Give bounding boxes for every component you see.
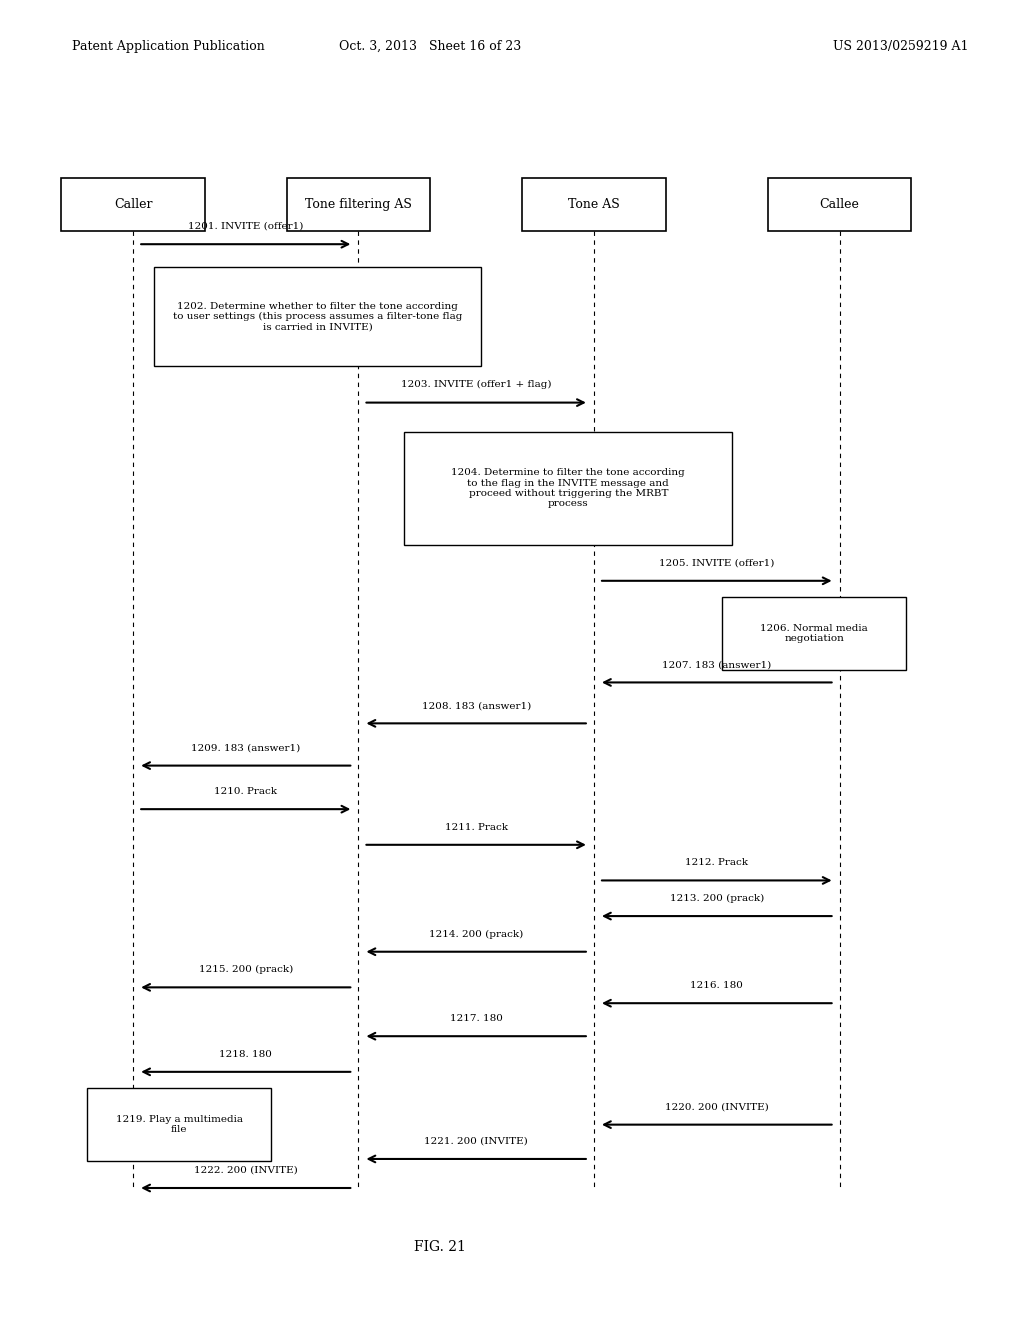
FancyBboxPatch shape xyxy=(287,178,430,231)
Text: Oct. 3, 2013   Sheet 16 of 23: Oct. 3, 2013 Sheet 16 of 23 xyxy=(339,40,521,53)
Text: 1213. 200 (prack): 1213. 200 (prack) xyxy=(670,894,764,903)
FancyBboxPatch shape xyxy=(154,267,481,366)
Text: 1202. Determine whether to filter the tone according
to user settings (this proc: 1202. Determine whether to filter the to… xyxy=(173,302,462,331)
Text: 1204. Determine to filter the tone according
to the flag in the INVITE message a: 1204. Determine to filter the tone accor… xyxy=(452,469,685,508)
Text: 1212. Prack: 1212. Prack xyxy=(685,858,749,867)
Text: 1210. Prack: 1210. Prack xyxy=(214,787,278,796)
FancyBboxPatch shape xyxy=(522,178,666,231)
Text: 1222. 200 (INVITE): 1222. 200 (INVITE) xyxy=(194,1166,298,1175)
Text: 1219. Play a multimedia
file: 1219. Play a multimedia file xyxy=(116,1115,243,1134)
Text: 1216. 180: 1216. 180 xyxy=(690,981,743,990)
Text: 1203. INVITE (offer1 + flag): 1203. INVITE (offer1 + flag) xyxy=(401,380,551,389)
Text: 1205. INVITE (offer1): 1205. INVITE (offer1) xyxy=(659,558,774,568)
Text: 1221. 200 (INVITE): 1221. 200 (INVITE) xyxy=(424,1137,528,1146)
FancyBboxPatch shape xyxy=(61,178,205,231)
Text: 1206. Normal media
negotiation: 1206. Normal media negotiation xyxy=(760,624,868,643)
FancyBboxPatch shape xyxy=(722,597,906,671)
Text: US 2013/0259219 A1: US 2013/0259219 A1 xyxy=(834,40,969,53)
Text: 1215. 200 (prack): 1215. 200 (prack) xyxy=(199,965,293,974)
Text: Tone AS: Tone AS xyxy=(568,198,620,211)
Text: FIG. 21: FIG. 21 xyxy=(415,1241,466,1254)
Text: 1211. Prack: 1211. Prack xyxy=(444,822,508,832)
FancyBboxPatch shape xyxy=(404,433,732,544)
Text: Caller: Caller xyxy=(114,198,153,211)
Text: Callee: Callee xyxy=(820,198,859,211)
Text: 1214. 200 (prack): 1214. 200 (prack) xyxy=(429,929,523,939)
FancyBboxPatch shape xyxy=(87,1088,271,1162)
Text: Tone filtering AS: Tone filtering AS xyxy=(305,198,412,211)
Text: Patent Application Publication: Patent Application Publication xyxy=(72,40,264,53)
Text: 1218. 180: 1218. 180 xyxy=(219,1049,272,1059)
Text: 1201. INVITE (offer1): 1201. INVITE (offer1) xyxy=(188,222,303,231)
Text: 1209. 183 (answer1): 1209. 183 (answer1) xyxy=(191,743,300,752)
Text: 1220. 200 (INVITE): 1220. 200 (INVITE) xyxy=(665,1102,769,1111)
FancyBboxPatch shape xyxy=(768,178,911,231)
Text: 1208. 183 (answer1): 1208. 183 (answer1) xyxy=(422,701,530,710)
Text: 1207. 183 (answer1): 1207. 183 (answer1) xyxy=(663,660,771,669)
Text: 1217. 180: 1217. 180 xyxy=(450,1014,503,1023)
